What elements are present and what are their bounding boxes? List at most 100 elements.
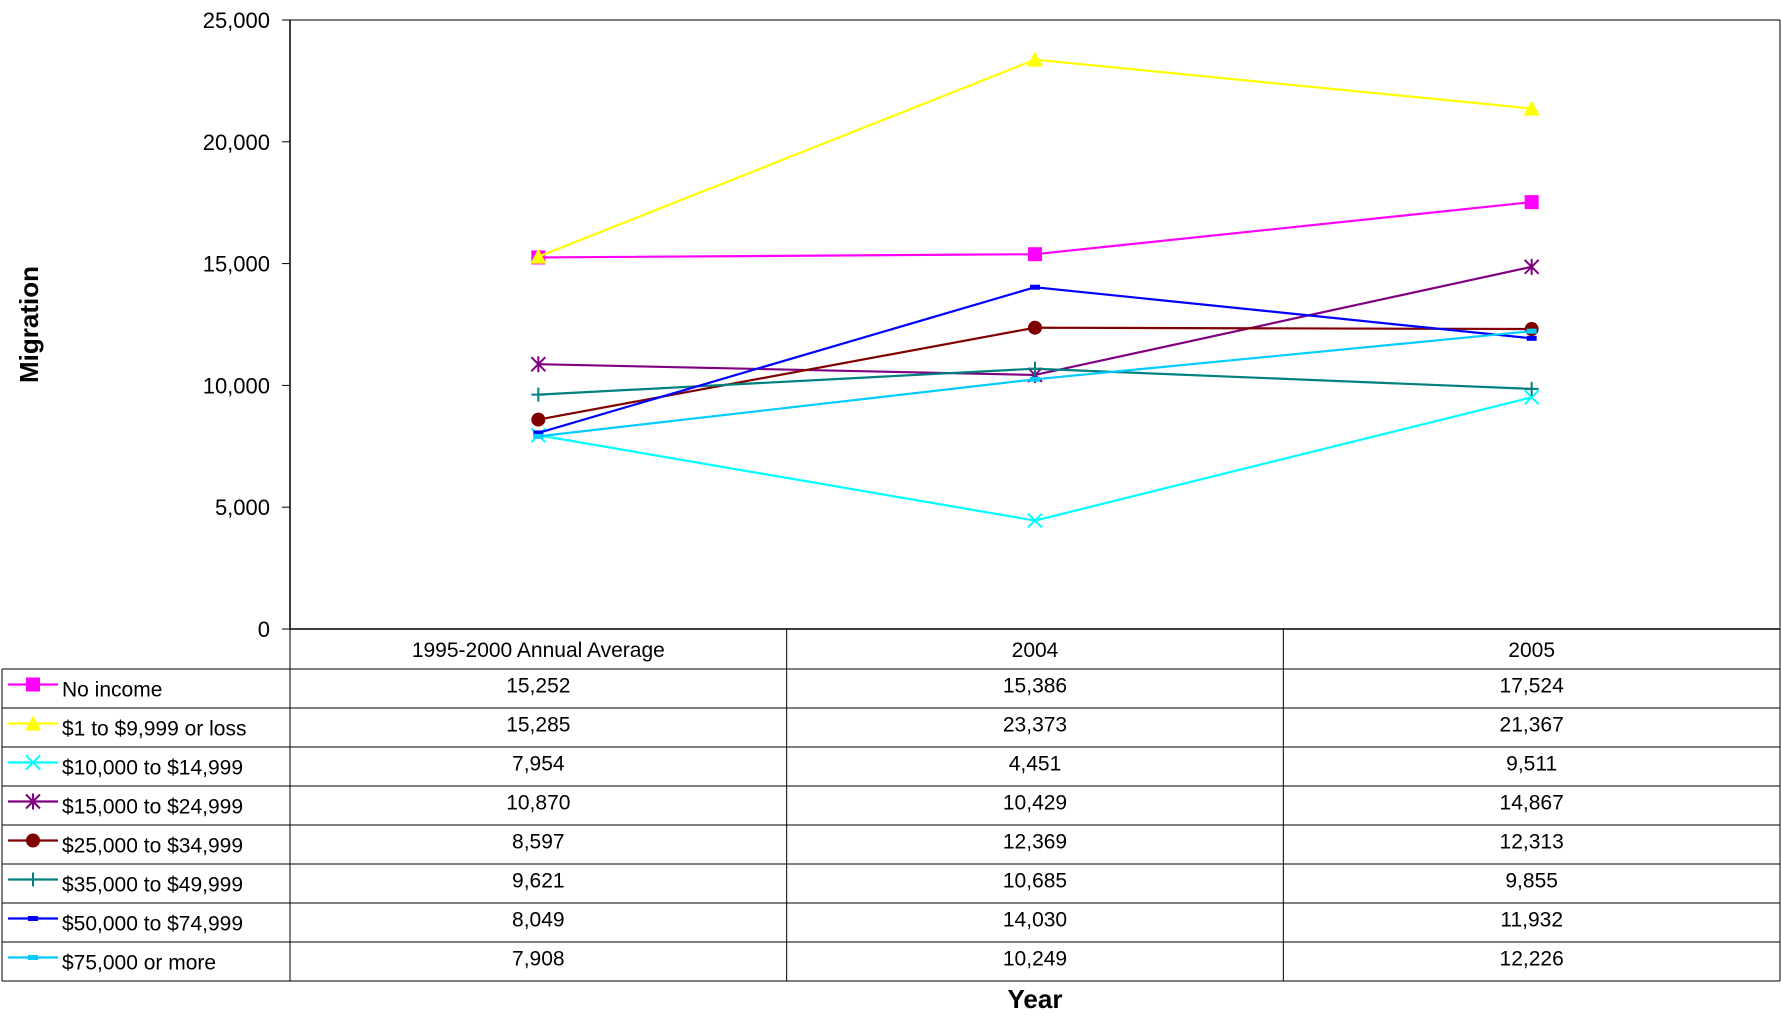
legend-key-marker — [26, 872, 40, 887]
data-table-value: 7,954 — [512, 753, 565, 776]
legend-key-marker-shape — [26, 872, 40, 887]
x-tick-label: 2005 — [1508, 639, 1555, 662]
legend-key-marker — [28, 916, 38, 921]
data-point-shape — [1027, 51, 1043, 67]
data-table-value: 11,932 — [1500, 909, 1563, 932]
legend-label: $50,000 to $74,999 — [62, 913, 243, 936]
data-point-shape — [1030, 376, 1040, 382]
legend-label: $75,000 or more — [62, 952, 216, 975]
legend-key-marker-shape — [26, 833, 40, 848]
legend-key-marker-shape — [28, 955, 38, 960]
data-table-value: 10,685 — [1003, 870, 1067, 893]
legend-label: $25,000 to $34,999 — [62, 835, 243, 858]
y-tick-label: 10,000 — [203, 373, 270, 398]
data-point-shape — [1028, 361, 1042, 376]
data-point — [533, 433, 544, 439]
legend-label: $10,000 to $14,999 — [62, 757, 243, 780]
data-point — [1027, 51, 1043, 67]
data-point-shape — [1524, 195, 1539, 210]
legend-label: $15,000 to $24,999 — [62, 796, 243, 819]
data-point — [531, 387, 546, 402]
x-tick-label: 1995-2000 Annual Average — [412, 639, 665, 662]
data-table-value: 9,855 — [1505, 870, 1558, 893]
data-point — [1028, 361, 1042, 376]
legend-key-marker-shape — [26, 677, 40, 692]
legend-key-marker-shape — [25, 754, 41, 771]
data-table-value: 8,049 — [512, 909, 565, 932]
data-point — [530, 248, 547, 264]
data-point-shape — [1523, 100, 1540, 116]
data-table-value: 15,285 — [506, 714, 570, 737]
legend-label: $35,000 to $49,999 — [62, 874, 243, 897]
legend-key-marker-shape — [25, 715, 41, 731]
data-table-value: 12,369 — [1003, 831, 1067, 854]
data-point-shape — [1526, 335, 1537, 341]
series-line-7 — [538, 286, 1532, 434]
data-point-shape — [1028, 320, 1042, 335]
data-table-value: 10,249 — [1003, 948, 1067, 971]
legend-key-marker — [25, 715, 41, 731]
data-table-value: 17,524 — [1500, 675, 1565, 698]
legend-label: No income — [62, 679, 162, 702]
data-point — [1526, 335, 1537, 341]
legend-key-marker — [28, 955, 38, 960]
data-point-shape — [531, 387, 546, 402]
data-table-value: 4,451 — [1009, 753, 1062, 776]
data-point-shape — [533, 430, 544, 436]
y-axis-title: Migration — [14, 266, 44, 383]
data-point — [1523, 100, 1540, 116]
data-point — [1524, 381, 1539, 396]
data-point-shape — [1030, 284, 1040, 290]
data-point-shape — [530, 248, 547, 264]
x-axis-title: Year — [1008, 984, 1063, 1014]
data-table-value: 7,908 — [512, 948, 565, 971]
data-point — [1524, 195, 1539, 210]
data-table-value: 15,386 — [1003, 675, 1067, 698]
x-tick-label: 2004 — [1012, 639, 1059, 662]
data-table-value: 9,511 — [1506, 753, 1557, 776]
data-table-value: 12,313 — [1500, 831, 1564, 854]
data-point-shape — [1524, 381, 1539, 396]
data-table-value: 23,373 — [1003, 714, 1067, 737]
y-tick-label: 20,000 — [203, 130, 270, 155]
data-point — [1523, 389, 1540, 406]
legend-key-marker-shape — [25, 793, 41, 810]
data-table-value: 14,867 — [1500, 792, 1564, 815]
legend-key-marker-shape — [28, 916, 38, 921]
data-point-shape — [1523, 258, 1540, 275]
y-tick-label: 15,000 — [203, 252, 270, 277]
data-table-value: 10,429 — [1003, 792, 1067, 815]
data-point-shape — [1523, 389, 1540, 406]
legend-key-marker — [25, 754, 41, 771]
y-tick-label: 25,000 — [203, 8, 270, 33]
legend-key-marker — [26, 677, 40, 692]
data-point — [1028, 320, 1042, 335]
data-point — [1027, 512, 1043, 529]
data-point-shape — [1027, 512, 1043, 529]
series-line-2 — [537, 58, 1532, 258]
legend-key-marker — [26, 833, 40, 848]
y-tick-label: 5,000 — [215, 495, 270, 520]
data-point — [1030, 284, 1040, 290]
data-table-value: 21,367 — [1500, 714, 1564, 737]
data-point — [1523, 258, 1540, 275]
legend-label: $1 to $9,999 or loss — [62, 718, 246, 741]
data-table-value: 9,621 — [512, 870, 565, 893]
data-point-shape — [533, 433, 544, 439]
data-point-shape — [1526, 328, 1537, 334]
data-point-shape — [530, 356, 547, 373]
data-table-value: 8,597 — [512, 831, 565, 854]
data-point — [1028, 247, 1042, 262]
legend-key-marker — [25, 793, 41, 810]
data-table-value: 15,252 — [506, 675, 570, 698]
data-point — [1526, 328, 1537, 334]
data-table-value: 12,226 — [1500, 948, 1564, 971]
data-point — [531, 412, 546, 427]
data-point — [533, 430, 544, 436]
data-point-shape — [531, 412, 546, 427]
y-tick-label: 0 — [258, 617, 270, 642]
data-point — [530, 356, 547, 373]
data-point-shape — [1028, 247, 1042, 262]
data-table-value: 14,030 — [1003, 909, 1067, 932]
